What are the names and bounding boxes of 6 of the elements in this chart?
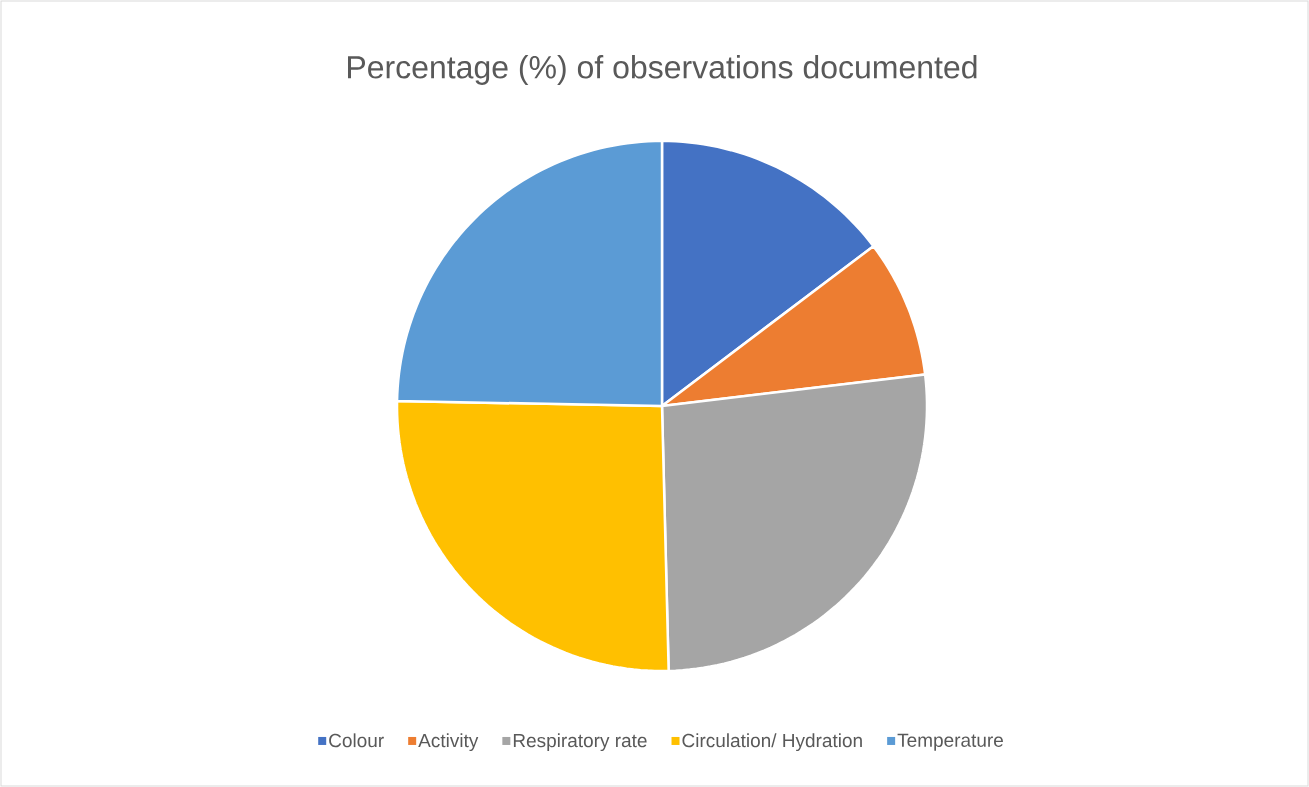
legend-label: Respiratory rate bbox=[513, 733, 647, 752]
legend-label: Colour bbox=[329, 733, 384, 748]
legend-label: Circulation/ Hydration bbox=[682, 733, 862, 752]
chart-title: Percentage (%) of observations documented bbox=[348, 55, 977, 85]
legend-label: Temperature bbox=[897, 733, 1003, 751]
legend-label: Activity bbox=[418, 733, 479, 752]
